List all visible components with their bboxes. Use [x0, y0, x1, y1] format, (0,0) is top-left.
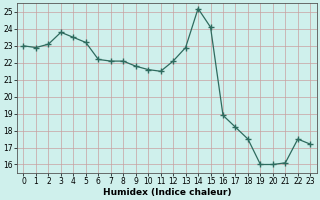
X-axis label: Humidex (Indice chaleur): Humidex (Indice chaleur) [103, 188, 231, 197]
